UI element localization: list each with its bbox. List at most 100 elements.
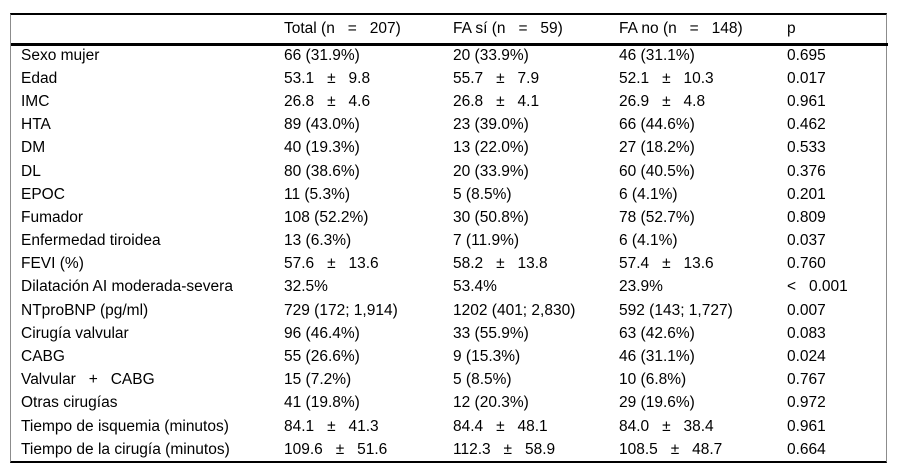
table-cell: 27 (18.2%) bbox=[619, 139, 695, 157]
table-cell: 729 (172; 1,914) bbox=[284, 301, 398, 319]
table-cell: 0.533 bbox=[787, 139, 826, 157]
col-header-variable bbox=[11, 15, 274, 44]
table-cell: 84.1 ± 41.3 bbox=[284, 417, 379, 435]
table-cell: 13 (22.0%) bbox=[453, 139, 529, 157]
table-cell: 32.5% bbox=[284, 278, 328, 296]
table-cell: 46 (31.1%) bbox=[619, 348, 695, 366]
col-header-p: p bbox=[787, 19, 796, 37]
row-label: CABG bbox=[21, 348, 65, 366]
row-label: Fumador bbox=[21, 208, 84, 226]
table-row: IMC 26.8 ± 4.6 26.8 ± 4.1 26.9 ± 4.8 0.961 bbox=[11, 90, 888, 113]
row-label: EPOC bbox=[21, 185, 65, 203]
table-cell: 0.664 bbox=[787, 440, 826, 458]
table-cell: 53.4% bbox=[453, 278, 497, 296]
table-cell: 0.961 bbox=[787, 92, 826, 110]
row-label: Valvular + CABG bbox=[21, 371, 155, 389]
table-row: Dilatación AI moderada-severa 32.5% 53.4% 2… bbox=[11, 276, 888, 299]
table-cell: 0.809 bbox=[787, 208, 826, 226]
data-table: Total (n = 207) FA sí (n = 59) FA no (n … bbox=[11, 15, 888, 461]
table-cell: < 0.001 bbox=[787, 278, 848, 296]
table-cell: 9 (15.3%) bbox=[453, 348, 521, 366]
table-cell: 7 (11.9%) bbox=[453, 232, 520, 250]
table-cell: 0.376 bbox=[787, 162, 826, 180]
table-cell: 57.4 ± 13.6 bbox=[619, 255, 714, 273]
table-cell: 1202 (401; 2,830) bbox=[453, 301, 576, 319]
table-cell: 109.6 ± 51.6 bbox=[284, 440, 388, 458]
table-cell: 26.9 ± 4.8 bbox=[619, 92, 706, 110]
table-cell: 26.8 ± 4.1 bbox=[453, 92, 540, 110]
table-cell: 89 (43.0%) bbox=[284, 116, 360, 134]
table-cell: 57.6 ± 13.6 bbox=[284, 255, 379, 273]
table-row: DL 80 (38.6%) 20 (33.9%) 60 (40.5%) 0.376 bbox=[11, 160, 888, 183]
table-cell: 40 (19.3%) bbox=[284, 139, 360, 157]
row-label: Edad bbox=[21, 69, 58, 87]
table-cell: 0.961 bbox=[787, 417, 826, 435]
table-cell: 0.201 bbox=[787, 185, 826, 203]
table-row: Cirugía valvular 96 (46.4%) 33 (55.9%) 63 (… bbox=[11, 322, 888, 345]
table-cell: 108.5 ± 48.7 bbox=[619, 440, 723, 458]
table-cell: 63 (42.6%) bbox=[619, 324, 695, 342]
table-cell: 108 (52.2%) bbox=[284, 208, 369, 226]
table-cell: 46 (31.1%) bbox=[619, 47, 695, 65]
row-label: DM bbox=[21, 139, 46, 157]
header-row: Total (n = 207) FA sí (n = 59) FA no (n … bbox=[11, 15, 888, 44]
table-cell: 20 (33.9%) bbox=[453, 47, 529, 65]
table-cell: 55.7 ± 7.9 bbox=[453, 69, 540, 87]
table-cell: 592 (143; 1,727) bbox=[619, 301, 733, 319]
table-cell: 52.1 ± 10.3 bbox=[619, 69, 714, 87]
table-row: NTproBNP (pg/ml) 729 (172; 1,914) 1202 (40… bbox=[11, 299, 888, 322]
table-cell: 0.017 bbox=[787, 69, 826, 87]
row-label: Tiempo de la cirugía (minutos) bbox=[21, 440, 230, 458]
table-cell: 41 (19.8%) bbox=[284, 394, 360, 412]
clinical-characteristics-table: Total (n = 207) FA sí (n = 59) FA no (n … bbox=[10, 13, 888, 464]
row-label: HTA bbox=[21, 116, 51, 134]
table-row: Fumador 108 (52.2%) 30 (50.8%) 78 (52.7%) 0.… bbox=[11, 206, 888, 229]
table-row: Valvular + CABG 15 (7.2%) 5 (8.5%) 10 (6.8%… bbox=[11, 369, 888, 392]
table-row: Sexo mujer 66 (31.9%) 20 (33.9%) 46 (31.1%)… bbox=[11, 44, 888, 67]
table-cell: 58.2 ± 13.8 bbox=[453, 255, 548, 273]
row-label: FEVI (%) bbox=[21, 255, 84, 273]
table-cell: 0.767 bbox=[787, 371, 826, 389]
table-cell: 26.8 ± 4.6 bbox=[284, 92, 371, 110]
table-cell: 13 (6.3%) bbox=[284, 232, 352, 250]
table-cell: 33 (55.9%) bbox=[453, 324, 529, 342]
table-row: DM 40 (19.3%) 13 (22.0%) 27 (18.2%) 0.533 bbox=[11, 137, 888, 160]
table-header: Total (n = 207) FA sí (n = 59) FA no (n … bbox=[11, 15, 888, 44]
row-label: Otras cirugías bbox=[21, 394, 118, 412]
table-row: HTA 89 (43.0%) 23 (39.0%) 66 (44.6%) 0.462 bbox=[11, 114, 888, 137]
table-cell: 84.0 ± 38.4 bbox=[619, 417, 714, 435]
table-cell: 0.037 bbox=[787, 232, 826, 250]
table-cell: 6 (4.1%) bbox=[619, 232, 678, 250]
row-label: Cirugía valvular bbox=[21, 324, 129, 342]
table-row: Otras cirugías 41 (19.8%) 12 (20.3%) 29 (19… bbox=[11, 392, 888, 415]
table-row: Tiempo de isquemia (minutos) 84.1 ± 41.3 8… bbox=[11, 415, 888, 438]
table-cell: 6 (4.1%) bbox=[619, 185, 678, 203]
table-row: Edad 53.1 ± 9.8 55.7 ± 7.9 52.1 ± 10.3 0.017 bbox=[11, 67, 888, 90]
table-cell: 53.1 ± 9.8 bbox=[284, 69, 371, 87]
table-cell: 5 (8.5%) bbox=[453, 371, 512, 389]
row-label: DL bbox=[21, 162, 41, 180]
table-cell: 23.9% bbox=[619, 278, 663, 296]
table-cell: 10 (6.8%) bbox=[619, 371, 687, 389]
row-label: NTproBNP (pg/ml) bbox=[21, 301, 149, 319]
row-label: Enfermedad tiroidea bbox=[21, 232, 161, 250]
table-cell: 78 (52.7%) bbox=[619, 208, 695, 226]
table-cell: 96 (46.4%) bbox=[284, 324, 360, 342]
table-cell: 55 (26.6%) bbox=[284, 348, 360, 366]
col-header-fa-no: FA no (n = 148) bbox=[619, 19, 743, 37]
table-cell: 66 (31.9%) bbox=[284, 47, 360, 65]
table-cell: 0.972 bbox=[787, 394, 826, 412]
table-row: Enfermedad tiroidea 13 (6.3%) 7 (11.9%) 6 (… bbox=[11, 230, 888, 253]
table-cell: 0.083 bbox=[787, 324, 826, 342]
table-cell: 0.760 bbox=[787, 255, 826, 273]
table-cell: 30 (50.8%) bbox=[453, 208, 529, 226]
table-cell: 12 (20.3%) bbox=[453, 394, 529, 412]
row-label: IMC bbox=[21, 92, 50, 110]
table-cell: 0.007 bbox=[787, 301, 826, 319]
table-cell: 0.024 bbox=[787, 348, 826, 366]
table-row: FEVI (%) 57.6 ± 13.6 58.2 ± 13.8 57.4 ± 13.… bbox=[11, 253, 888, 276]
table-cell: 20 (33.9%) bbox=[453, 162, 529, 180]
table-cell: 112.3 ± 58.9 bbox=[453, 440, 556, 458]
table-cell: 60 (40.5%) bbox=[619, 162, 695, 180]
table-cell: 0.695 bbox=[787, 47, 826, 65]
